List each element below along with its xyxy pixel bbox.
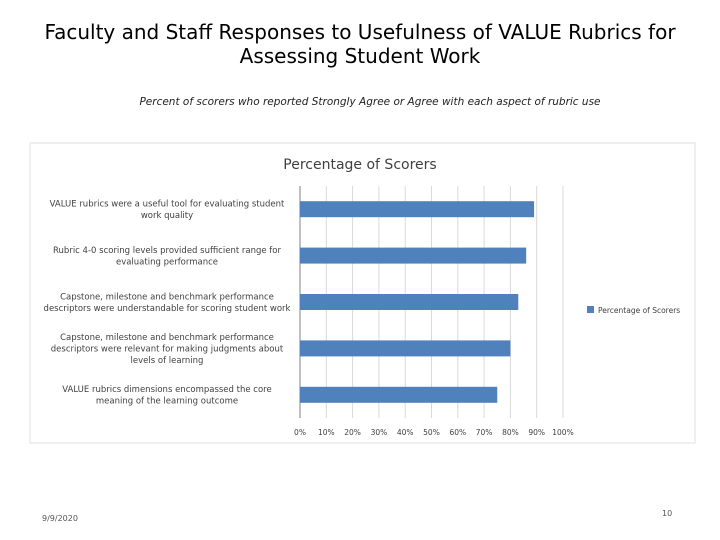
category-label: work quality — [141, 211, 193, 221]
x-tick-label: 40% — [397, 428, 414, 437]
slide-date: 9/9/2020 — [42, 514, 78, 523]
bar — [300, 340, 511, 357]
category-label: descriptors were relevant for making jud… — [51, 344, 284, 354]
x-tick-label: 90% — [528, 428, 545, 437]
x-tick-label: 60% — [449, 428, 466, 437]
chart-title: Percentage of Scorers — [283, 157, 436, 173]
x-tick-label: 10% — [318, 428, 335, 437]
category-label: descriptors were understandable for scor… — [44, 304, 291, 314]
legend-swatch — [587, 306, 594, 313]
category-label: evaluating performance — [116, 257, 218, 267]
category-label: levels of learning — [131, 356, 204, 366]
x-tick-label: 20% — [344, 428, 361, 437]
x-tick-label: 100% — [552, 428, 573, 437]
legend-label: Percentage of Scorers — [598, 306, 680, 315]
category-label: Rubric 4-0 scoring levels provided suffi… — [53, 246, 281, 256]
bar — [300, 386, 498, 403]
bar — [300, 294, 519, 310]
x-tick-label: 30% — [371, 428, 388, 437]
bar — [300, 201, 535, 218]
slide-title: Faculty and Staff Responses to Usefulnes… — [44, 20, 676, 68]
bar — [300, 247, 527, 264]
page-number: 10 — [662, 509, 673, 518]
x-tick-label: 80% — [502, 428, 519, 437]
category-label: Capstone, milestone and benchmark perfor… — [60, 292, 274, 302]
chart-frame — [29, 142, 696, 444]
x-tick-label: 0% — [294, 428, 306, 437]
x-tick-label: 50% — [423, 428, 440, 437]
x-tick-label: 70% — [476, 428, 493, 437]
category-label: meaning of the learning outcome — [96, 397, 238, 407]
chart-subtitle: Percent of scorers who reported Strongly… — [139, 96, 601, 108]
category-label: Capstone, milestone and benchmark perfor… — [60, 333, 274, 343]
category-label: VALUE rubrics were a useful tool for eva… — [50, 199, 285, 209]
category-label: VALUE rubrics dimensions encompassed the… — [62, 385, 271, 395]
